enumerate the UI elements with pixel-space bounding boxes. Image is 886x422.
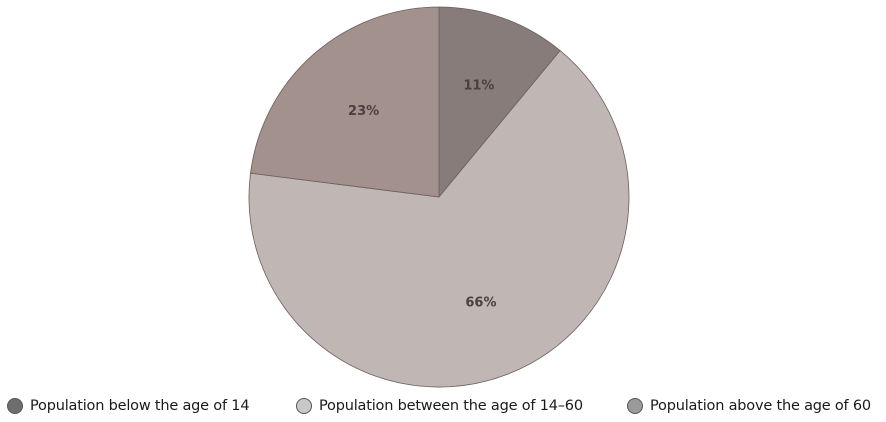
legend-item-below-14: Population below the age of 14 bbox=[7, 398, 250, 414]
slice-label-14-60: 66% bbox=[465, 295, 496, 310]
legend-swatch-above-60 bbox=[627, 398, 643, 414]
legend-label-above-60: Population above the age of 60 bbox=[650, 398, 871, 414]
slice-label-above-60: 23% bbox=[348, 104, 379, 119]
legend-swatch-below-14 bbox=[7, 398, 23, 414]
legend-swatch-14-60 bbox=[296, 398, 312, 414]
legend-label-below-14: Population below the age of 14 bbox=[30, 398, 250, 414]
legend-item-above-60: Population above the age of 60 bbox=[627, 398, 871, 414]
pie-slice-14-60 bbox=[248, 50, 630, 388]
slice-label-below-14: 11% bbox=[463, 79, 494, 94]
pie-chart: 11% 66% 23% bbox=[248, 6, 630, 388]
legend-label-14-60: Population between the age of 14–60 bbox=[319, 398, 583, 414]
pie-slice-below-14 bbox=[438, 6, 561, 199]
pie-slice-above-60 bbox=[250, 6, 440, 198]
legend-item-14-60: Population between the age of 14–60 bbox=[296, 398, 583, 414]
chart-legend: Population below the age of 14 Populatio… bbox=[0, 398, 886, 422]
